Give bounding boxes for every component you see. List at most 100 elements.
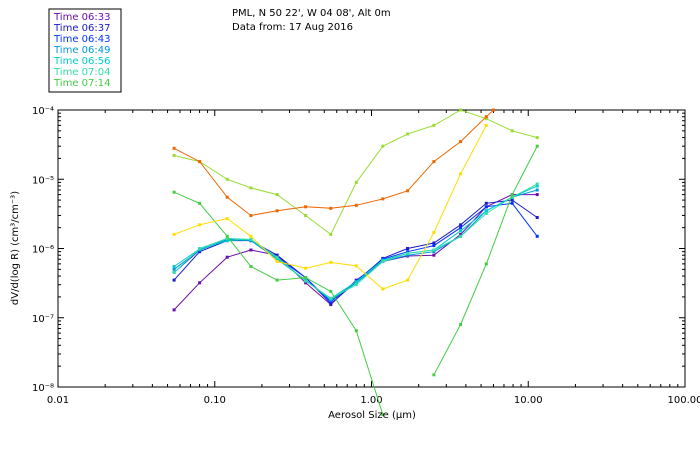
series-point bbox=[381, 413, 385, 417]
series-point bbox=[354, 203, 358, 207]
series-line-6 bbox=[173, 191, 384, 415]
series-point bbox=[225, 195, 229, 199]
series-point bbox=[381, 287, 385, 291]
y-tick-label: 10⁻⁶ bbox=[32, 245, 54, 256]
series-point bbox=[172, 154, 176, 157]
series-point bbox=[329, 302, 333, 306]
series-point bbox=[172, 278, 176, 282]
header-location: PML, N 50 22', W 04 08', Alt 0m bbox=[232, 8, 391, 19]
legend-entry: Time 07:04 bbox=[53, 67, 110, 78]
series-point bbox=[275, 255, 279, 259]
series-point bbox=[354, 180, 358, 184]
series-point bbox=[406, 253, 410, 257]
series-point bbox=[432, 253, 436, 257]
series-point bbox=[535, 234, 539, 238]
legend-entry: Time 06:37 bbox=[53, 23, 110, 34]
series-point bbox=[459, 232, 463, 236]
series-point bbox=[225, 234, 229, 238]
series-point bbox=[329, 206, 333, 210]
x-tick-label: 1.00 bbox=[360, 395, 382, 406]
series-point bbox=[249, 248, 253, 252]
series-point bbox=[249, 265, 253, 268]
y-tick-label: 10⁻⁵ bbox=[32, 175, 54, 186]
series-point bbox=[198, 201, 202, 205]
legend-entry: Time 06:43 bbox=[53, 34, 110, 45]
legend-entry: Time 07:14 bbox=[53, 78, 110, 89]
series-point bbox=[225, 236, 229, 240]
series-point bbox=[535, 184, 539, 188]
series-point bbox=[459, 172, 463, 176]
series-point bbox=[275, 253, 279, 257]
series-point bbox=[249, 214, 253, 217]
series-point bbox=[510, 201, 514, 205]
series-point bbox=[432, 250, 436, 254]
series-point bbox=[492, 108, 495, 112]
series-point bbox=[329, 260, 333, 264]
x-axis-label: Aerosol Size (µm) bbox=[328, 410, 416, 421]
series-point bbox=[198, 281, 202, 285]
series-point bbox=[275, 278, 279, 282]
series-point bbox=[354, 280, 358, 284]
series-point bbox=[354, 329, 358, 333]
series-point bbox=[459, 223, 463, 227]
series-point bbox=[510, 193, 514, 197]
series-point bbox=[510, 198, 514, 202]
series-point bbox=[329, 232, 333, 236]
x-tick-label: 0.01 bbox=[47, 395, 69, 406]
series-point bbox=[249, 186, 253, 190]
series-point bbox=[304, 214, 308, 217]
series-point bbox=[432, 248, 436, 252]
series-point bbox=[329, 289, 333, 293]
x-axis: 0.01 0.10 1.00 10.00 100.00 bbox=[47, 110, 700, 406]
series-point bbox=[354, 264, 358, 268]
series-point bbox=[249, 234, 253, 238]
series-point bbox=[510, 195, 514, 199]
x-tick-label: 0.10 bbox=[204, 395, 226, 406]
series-line-10 bbox=[173, 109, 494, 217]
series-point bbox=[225, 255, 229, 259]
series-line-8 bbox=[173, 109, 538, 236]
y-axis: 10⁻⁸ 10⁻⁷ 10⁻⁶ 10⁻⁵ 10⁻⁴ bbox=[32, 106, 685, 394]
header-date: Data from: 17 Aug 2016 bbox=[232, 22, 353, 33]
series-point bbox=[535, 188, 539, 192]
series-point bbox=[535, 182, 539, 186]
series-point bbox=[381, 197, 385, 201]
series-point bbox=[432, 160, 436, 164]
series-point bbox=[484, 117, 488, 121]
y-tick-label: 10⁻⁸ bbox=[32, 383, 54, 394]
series-point bbox=[198, 250, 202, 254]
series-point bbox=[304, 281, 308, 285]
series-point bbox=[406, 189, 410, 193]
series-point bbox=[275, 193, 279, 197]
series-line-0 bbox=[173, 194, 538, 311]
series-point bbox=[484, 205, 488, 209]
series-point bbox=[510, 129, 514, 133]
series-point bbox=[172, 146, 176, 150]
series-point bbox=[304, 205, 308, 209]
series-point bbox=[432, 241, 436, 245]
series-point bbox=[484, 201, 488, 205]
series-point bbox=[406, 251, 410, 255]
series-point bbox=[535, 216, 539, 219]
series-point bbox=[329, 300, 333, 304]
series-point bbox=[535, 144, 539, 148]
series-point bbox=[304, 279, 308, 283]
series-point bbox=[484, 212, 488, 215]
series-point bbox=[198, 247, 202, 250]
series-point bbox=[172, 308, 176, 312]
series-point bbox=[535, 193, 539, 197]
legend-entry: Time 06:49 bbox=[53, 45, 110, 56]
series-point bbox=[172, 265, 176, 268]
series-point bbox=[172, 232, 176, 236]
plot-area bbox=[57, 109, 686, 388]
series-point bbox=[329, 298, 333, 302]
series-point bbox=[275, 260, 279, 263]
x-tick-label: 100.00 bbox=[668, 395, 700, 406]
series-point bbox=[304, 276, 308, 280]
series-point bbox=[225, 177, 229, 181]
series-point bbox=[484, 115, 488, 119]
series-point bbox=[354, 283, 358, 287]
x-tick-label: 10.00 bbox=[514, 395, 543, 406]
